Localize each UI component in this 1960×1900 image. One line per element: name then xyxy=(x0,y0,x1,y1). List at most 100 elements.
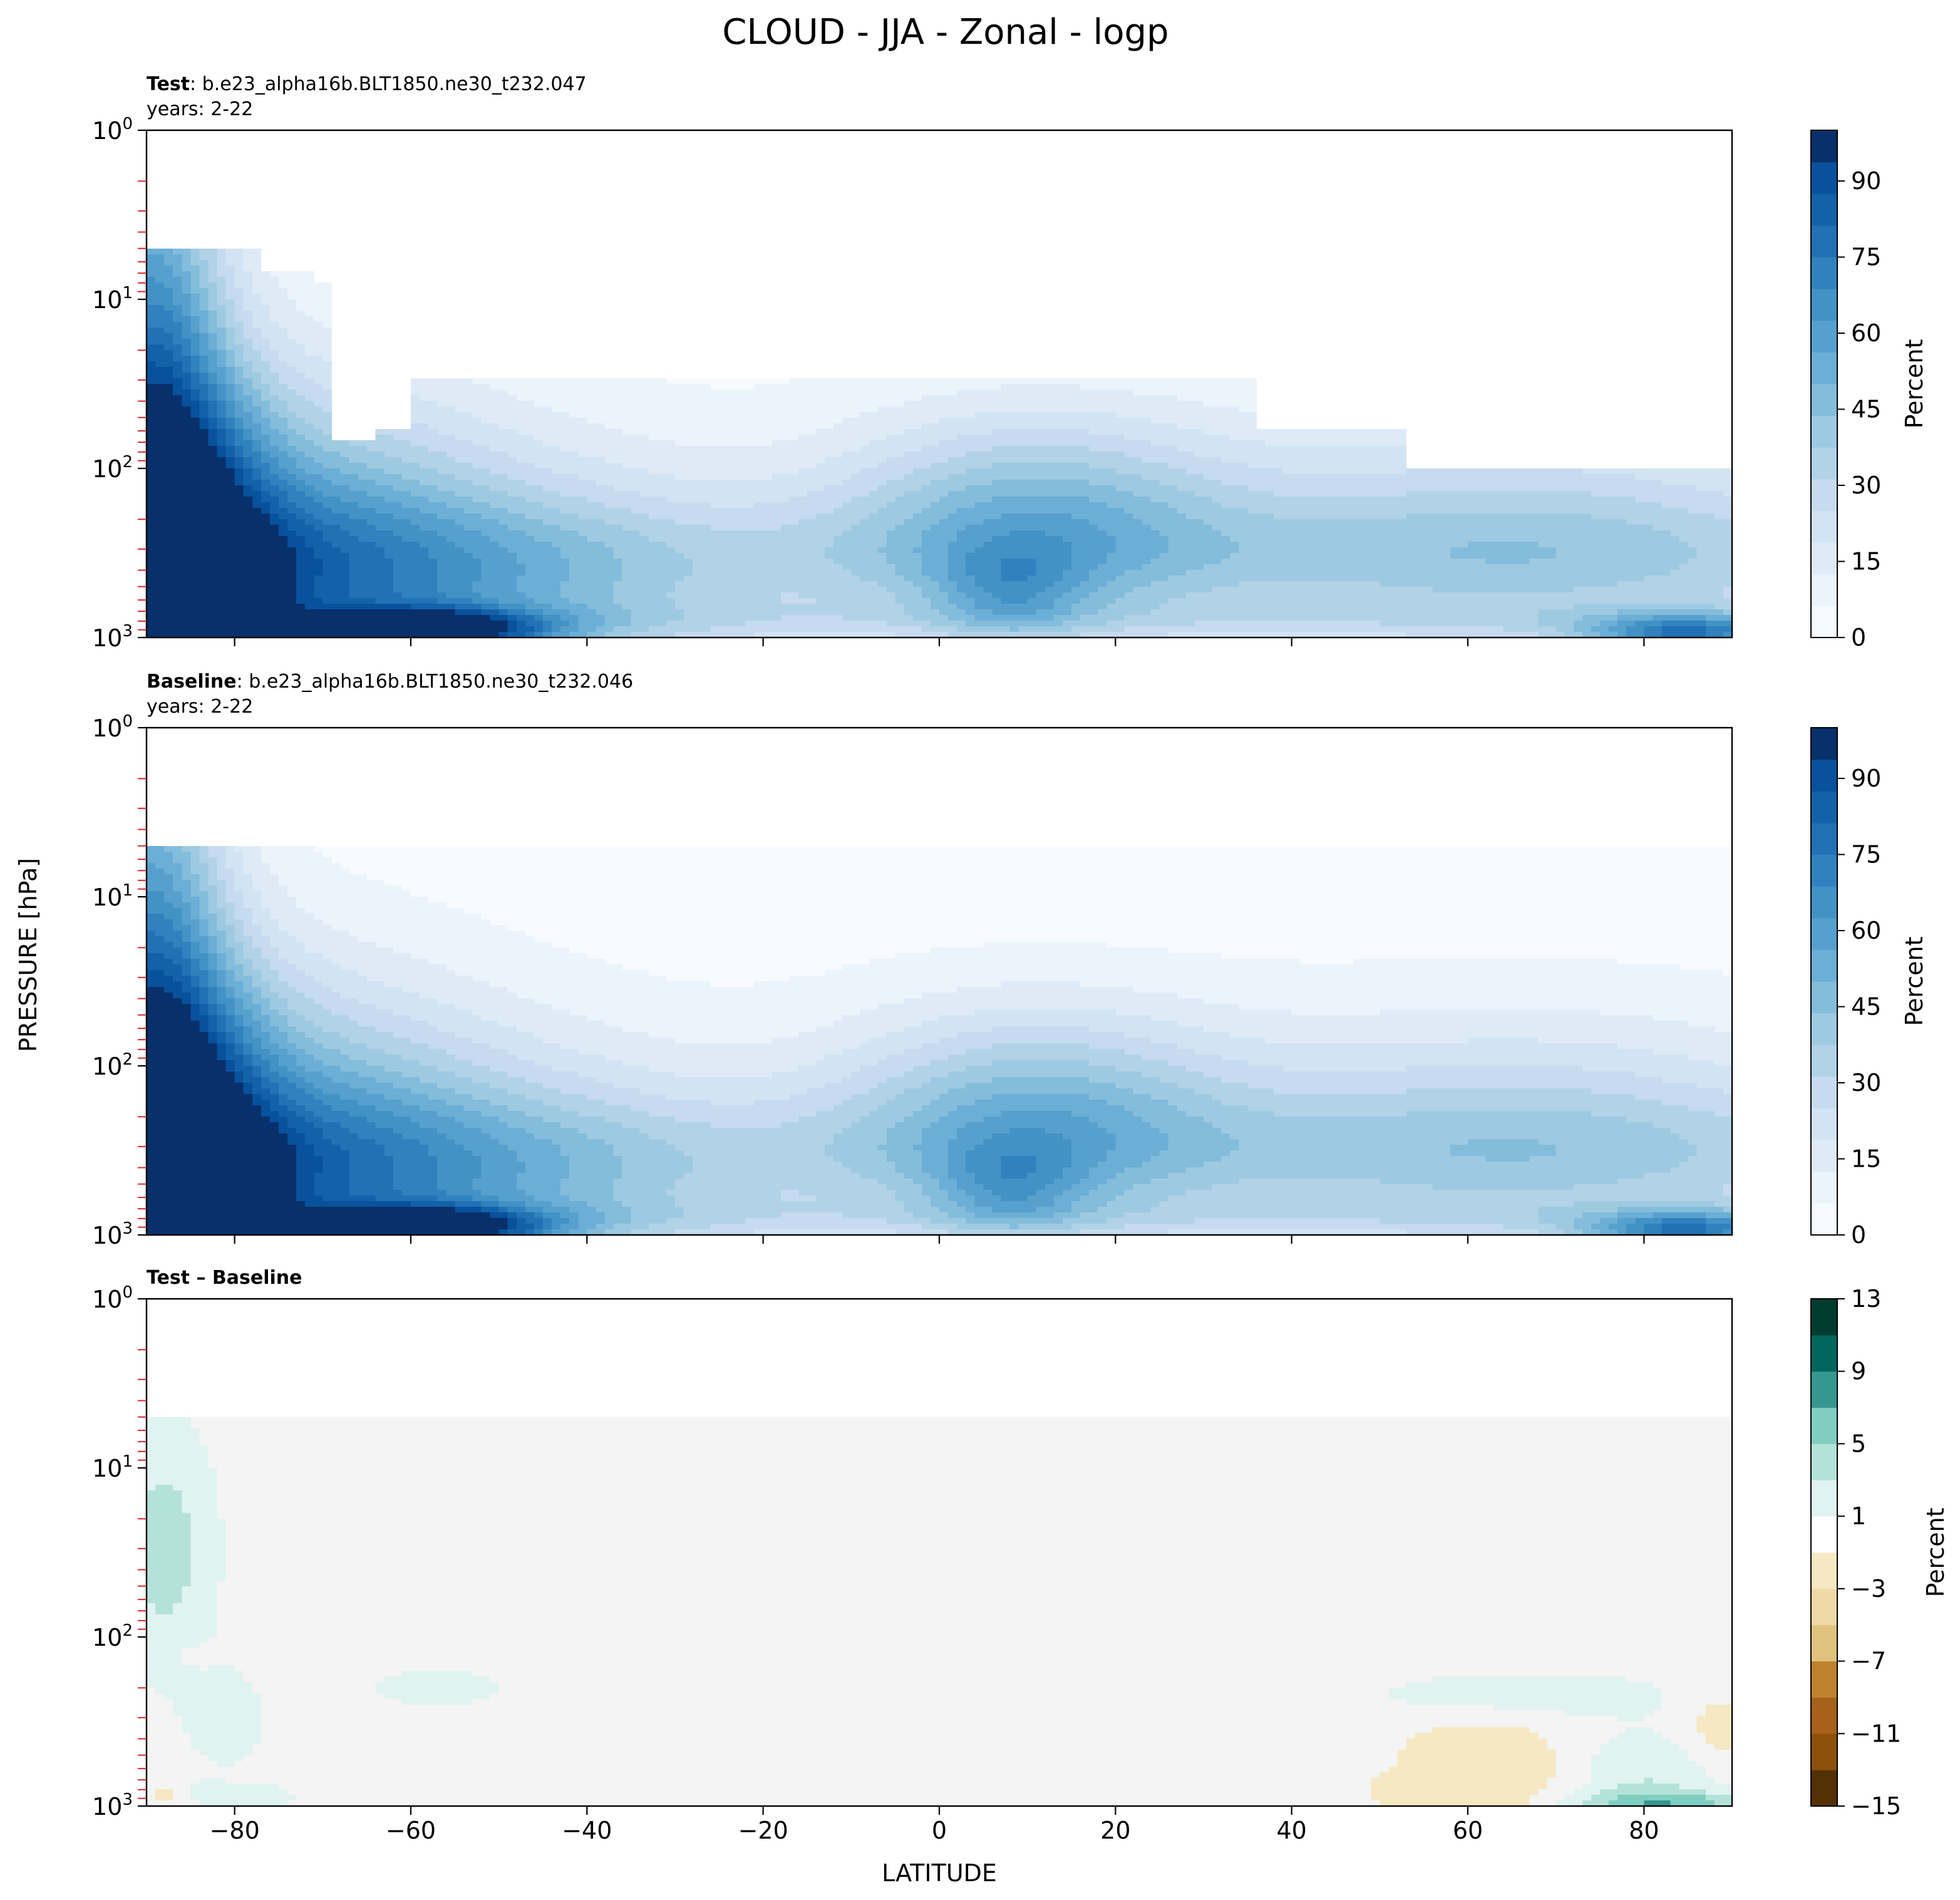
heatmap-cell xyxy=(534,457,544,463)
heatmap-cell xyxy=(190,598,200,604)
heatmap-cell xyxy=(887,609,896,616)
heatmap-cell xyxy=(261,356,271,362)
heatmap-cell xyxy=(287,401,297,407)
heatmap-cell xyxy=(287,468,297,475)
heatmap-cell xyxy=(534,536,544,542)
heatmap-cell xyxy=(270,316,279,323)
heatmap-cell xyxy=(463,418,473,424)
heatmap-cell xyxy=(895,474,905,480)
heatmap-cell xyxy=(974,604,984,610)
heatmap-cell xyxy=(693,457,702,463)
heatmap-cell xyxy=(684,457,693,463)
heatmap-cell xyxy=(182,514,191,520)
heatmap-cell xyxy=(842,384,852,390)
heatmap-cell xyxy=(543,406,552,413)
heatmap-cell xyxy=(270,474,279,480)
heatmap-cell xyxy=(340,530,349,537)
heatmap-cell xyxy=(781,452,790,458)
heatmap-cell xyxy=(675,609,684,616)
heatmap-cell xyxy=(411,502,420,509)
heatmap-cell xyxy=(367,474,376,480)
heatmap-cell xyxy=(684,435,693,441)
heatmap-cell xyxy=(217,440,227,447)
heatmap-cell xyxy=(508,429,517,435)
heatmap-cell xyxy=(816,621,825,627)
heatmap-cell xyxy=(402,598,411,604)
heatmap-cell xyxy=(244,440,253,447)
heatmap-cell xyxy=(155,423,165,430)
heatmap-cell xyxy=(279,525,288,531)
heatmap-cell xyxy=(420,452,429,458)
heatmap-cell xyxy=(816,468,825,475)
heatmap-cell xyxy=(279,581,288,587)
heatmap-cell xyxy=(261,390,271,396)
heatmap-cell xyxy=(270,468,279,475)
heatmap-cell xyxy=(833,553,843,559)
heatmap-cell xyxy=(763,547,773,554)
heatmap-cell xyxy=(217,271,227,277)
heatmap-cell xyxy=(895,598,905,604)
heatmap-cell xyxy=(790,598,799,604)
heatmap-cell xyxy=(463,592,473,599)
heatmap-cell xyxy=(755,592,764,599)
heatmap-cell xyxy=(217,519,227,525)
heatmap-cell xyxy=(569,564,579,571)
heatmap-cell xyxy=(376,463,385,469)
heatmap-cell xyxy=(182,525,191,531)
heatmap-cell xyxy=(376,440,385,447)
heatmap-cell xyxy=(755,497,764,503)
heatmap-cell xyxy=(420,621,429,627)
heatmap-cell xyxy=(358,559,368,565)
heatmap-cell xyxy=(560,435,570,441)
heatmap-cell xyxy=(446,440,455,447)
heatmap-cell xyxy=(490,468,500,475)
heatmap-cell xyxy=(517,474,526,480)
heatmap-cell xyxy=(270,373,279,379)
heatmap-cell xyxy=(261,378,271,385)
heatmap-cell xyxy=(710,418,720,424)
heatmap-cell xyxy=(314,547,323,554)
heatmap-cell xyxy=(693,401,702,407)
heatmap-cell xyxy=(833,474,843,480)
heatmap-cell xyxy=(614,514,623,520)
heatmap-cell xyxy=(208,559,217,565)
heatmap-cell xyxy=(746,440,755,447)
heatmap-cell xyxy=(869,581,878,587)
heatmap-cell xyxy=(517,440,526,447)
heatmap-cell xyxy=(182,480,191,486)
heatmap-cell xyxy=(895,485,905,492)
heatmap-cell xyxy=(490,390,500,396)
heatmap-cell xyxy=(772,525,781,531)
heatmap-cell xyxy=(437,395,446,401)
heatmap-cell xyxy=(349,508,359,514)
heatmap-cell xyxy=(560,508,570,514)
heatmap-cell xyxy=(270,547,279,554)
heatmap-cell xyxy=(261,418,271,424)
heatmap-cell xyxy=(552,401,561,407)
heatmap-cell xyxy=(420,497,429,503)
heatmap-cell xyxy=(428,452,438,458)
heatmap-cell xyxy=(869,435,878,441)
heatmap-cell xyxy=(147,412,156,418)
heatmap-cell xyxy=(939,576,949,582)
heatmap-cell xyxy=(746,384,755,390)
heatmap-cell xyxy=(252,373,262,379)
heatmap-cell xyxy=(851,384,860,390)
heatmap-cell xyxy=(887,446,896,452)
heatmap-cell xyxy=(217,322,227,328)
heatmap-cell xyxy=(939,564,949,571)
heatmap-cell xyxy=(199,514,209,520)
heatmap-cell xyxy=(508,468,517,475)
heatmap-cell xyxy=(966,485,975,492)
heatmap-cell xyxy=(226,373,235,379)
heatmap-cell xyxy=(939,621,949,627)
heatmap-cell xyxy=(913,530,922,537)
heatmap-cell xyxy=(235,547,244,554)
heatmap-cell xyxy=(244,305,253,311)
heatmap-cell xyxy=(402,564,411,571)
heatmap-cell xyxy=(957,497,966,503)
heatmap-cell xyxy=(287,316,297,323)
heatmap-cell xyxy=(261,564,271,571)
heatmap-cell xyxy=(614,446,623,452)
heatmap-cell xyxy=(1001,390,1010,396)
